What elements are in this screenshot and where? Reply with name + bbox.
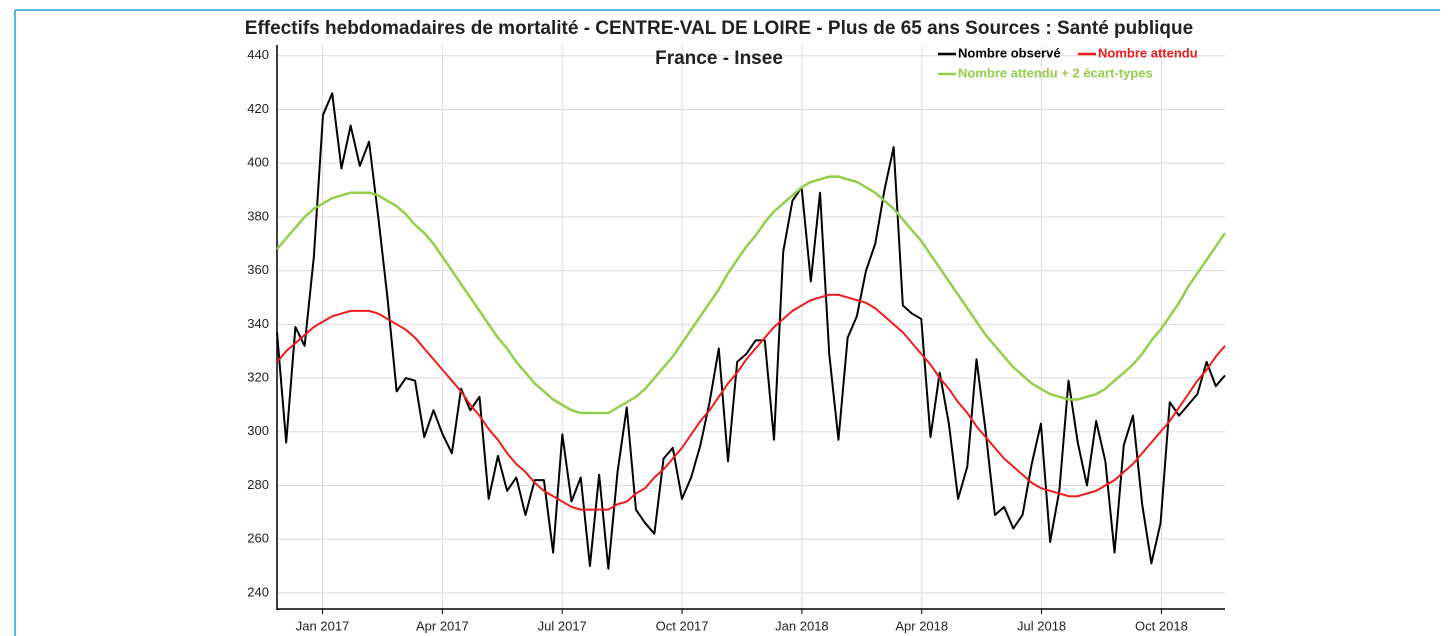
legend-label: Nombre attendu bbox=[1098, 45, 1198, 60]
y-tick-label: 420 bbox=[247, 101, 269, 116]
y-tick-label: 400 bbox=[247, 155, 269, 170]
y-tick-label: 260 bbox=[247, 531, 269, 546]
series-line bbox=[276, 175, 1227, 415]
x-tick-label: Jan 2018 bbox=[775, 618, 829, 633]
y-tick-label: 340 bbox=[247, 316, 269, 331]
y-tick-label: 300 bbox=[247, 423, 269, 438]
x-tick-label: Jan 2017 bbox=[296, 618, 350, 633]
legend-label: Nombre observé bbox=[958, 45, 1061, 60]
y-tick-label: 240 bbox=[247, 584, 269, 599]
y-tick-label: 360 bbox=[247, 262, 269, 277]
x-tick-label: Jul 2018 bbox=[1017, 618, 1066, 633]
y-tick-label: 320 bbox=[247, 369, 269, 384]
x-tick-label: Jul 2017 bbox=[538, 618, 587, 633]
series-line bbox=[276, 92, 1226, 570]
y-tick-label: 440 bbox=[247, 47, 269, 62]
legend-label: Nombre attendu + 2 écart-types bbox=[958, 65, 1153, 80]
y-tick-label: 280 bbox=[247, 477, 269, 492]
x-tick-label: Apr 2018 bbox=[895, 618, 948, 633]
x-tick-label: Oct 2018 bbox=[1135, 618, 1188, 633]
series-line bbox=[276, 293, 1226, 511]
chart-title: Effectifs hebdomadaires de mortalité - C… bbox=[244, 18, 1194, 69]
x-tick-label: Oct 2017 bbox=[656, 618, 709, 633]
x-tick-label: Apr 2017 bbox=[416, 618, 469, 633]
y-tick-label: 380 bbox=[247, 208, 269, 223]
